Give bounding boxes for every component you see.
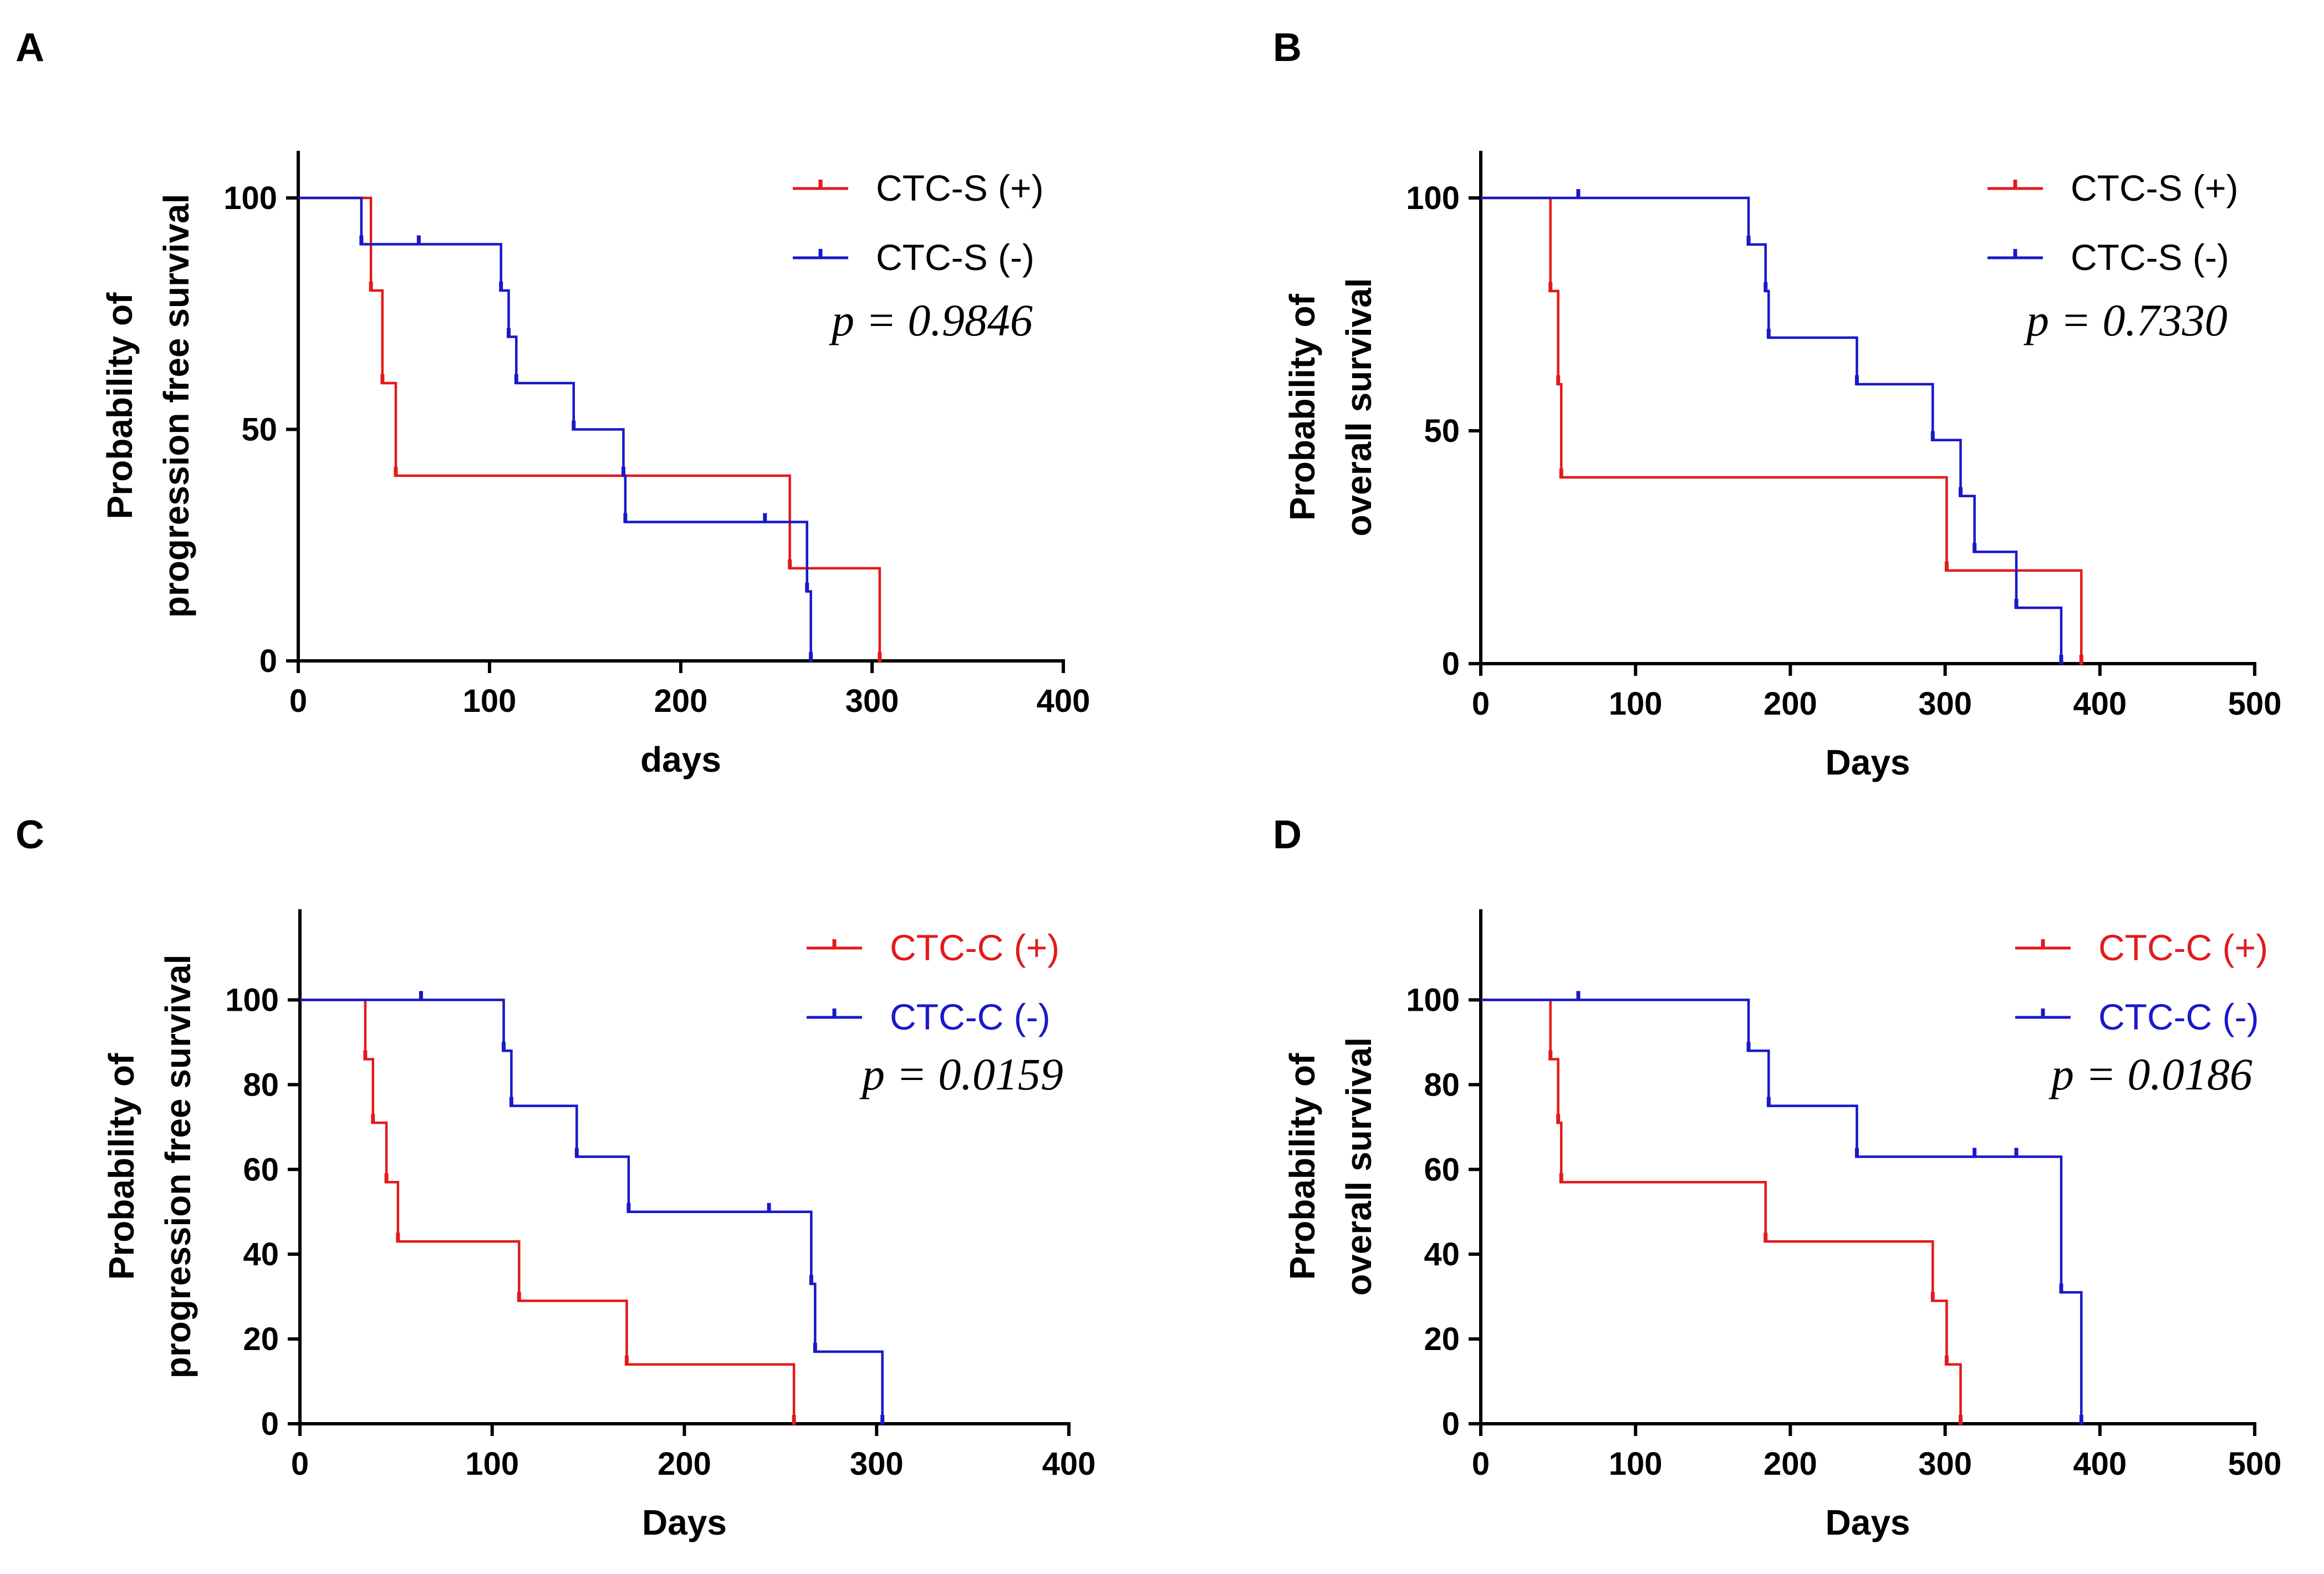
p-value-label: p bbox=[859, 1049, 885, 1099]
p-value-text: = 0.7330 bbox=[2049, 295, 2228, 345]
legend-label: CTC-S (+) bbox=[876, 167, 1043, 208]
legend-label: CTC-C (+) bbox=[890, 927, 1059, 968]
panel-letter: B bbox=[1273, 26, 1302, 70]
y-axis-title-line: overall survival bbox=[1339, 1037, 1379, 1296]
p-value-annotation: p = 0.0186 bbox=[2048, 1049, 2252, 1099]
x-tick-label: 0 bbox=[289, 683, 307, 719]
x-tick-label: 300 bbox=[845, 683, 899, 719]
panel-a: A 0 100 200 300 400 0 50 100 days Probability of pr… bbox=[16, 26, 1090, 780]
y-tick-label: 60 bbox=[1424, 1152, 1460, 1188]
x-tick-label: 0 bbox=[291, 1446, 309, 1482]
y-tick-label: 0 bbox=[261, 1406, 279, 1442]
y-tick-label: 80 bbox=[1424, 1067, 1460, 1103]
x-tick-label: 100 bbox=[463, 683, 517, 719]
x-tick-label: 500 bbox=[2228, 1446, 2282, 1482]
y-tick-label: 50 bbox=[241, 412, 277, 448]
legend-label: CTC-S (-) bbox=[2071, 237, 2229, 278]
x-tick-label: 200 bbox=[654, 683, 708, 719]
legend-label: CTC-C (-) bbox=[890, 996, 1051, 1037]
y-axis-title-line: Probability of bbox=[100, 292, 140, 519]
panel-d: D 0 100 200 300 400 500 0 20 40 60 80 100 Days Probabi… bbox=[1273, 813, 2281, 1542]
y-tick-label: 20 bbox=[243, 1321, 279, 1357]
x-tick-label: 200 bbox=[1764, 1446, 1817, 1482]
survival-curve-red bbox=[1481, 196, 2083, 664]
x-tick-label: 200 bbox=[658, 1446, 711, 1482]
y-axis-title-line: overall survival bbox=[1339, 278, 1379, 536]
x-tick-label: 0 bbox=[1472, 1446, 1490, 1482]
survival-curve-red bbox=[298, 196, 881, 661]
p-value-annotation: p = 0.0159 bbox=[859, 1049, 1063, 1099]
x-axis-title: days bbox=[640, 740, 721, 780]
survival-curve-blue bbox=[1481, 999, 2083, 1424]
x-tick-label: 500 bbox=[2228, 686, 2282, 722]
y-tick-label: 100 bbox=[1406, 982, 1460, 1018]
p-value-text: = 0.0186 bbox=[2074, 1049, 2252, 1099]
y-tick-label: 60 bbox=[243, 1152, 279, 1188]
x-axis-title: Days bbox=[1826, 742, 1910, 782]
y-axis-title-line: progression free survival bbox=[156, 194, 196, 618]
y-tick-label: 100 bbox=[1406, 180, 1460, 216]
p-value-label: p bbox=[829, 295, 854, 345]
x-tick-label: 100 bbox=[1609, 686, 1663, 722]
y-tick-label: 0 bbox=[1442, 646, 1460, 682]
x-tick-label: 100 bbox=[1609, 1446, 1663, 1482]
y-axis-title-line: progression free survival bbox=[158, 955, 198, 1379]
x-axis-title: Days bbox=[642, 1502, 727, 1542]
y-axis-title-line: Probability of bbox=[101, 1053, 141, 1280]
p-value-annotation: p = 0.7330 bbox=[2024, 295, 2228, 345]
survival-curve-red bbox=[1481, 999, 1962, 1424]
x-tick-label: 300 bbox=[850, 1446, 904, 1482]
survival-curve-blue bbox=[298, 196, 812, 661]
x-tick-label: 300 bbox=[1918, 1446, 1972, 1482]
x-tick-label: 100 bbox=[465, 1446, 519, 1482]
survival-curve-blue bbox=[1481, 196, 2063, 664]
legend-label: CTC-C (+) bbox=[2098, 927, 2268, 968]
x-tick-label: 0 bbox=[1472, 686, 1490, 722]
x-tick-label: 400 bbox=[1042, 1446, 1096, 1482]
y-tick-label: 50 bbox=[1424, 413, 1460, 449]
legend-label: CTC-S (+) bbox=[2071, 167, 2238, 208]
y-axis-title-line: Probability of bbox=[1282, 1053, 1322, 1280]
y-tick-label: 100 bbox=[225, 982, 279, 1018]
x-tick-label: 400 bbox=[2073, 686, 2127, 722]
y-tick-label: 80 bbox=[243, 1067, 279, 1103]
y-tick-label: 20 bbox=[1424, 1321, 1460, 1357]
x-tick-label: 400 bbox=[1037, 683, 1090, 719]
panel-c: C 0 100 200 300 400 0 20 40 60 80 100 Days Probabilit… bbox=[16, 813, 1095, 1542]
panel-letter: C bbox=[16, 813, 44, 857]
y-tick-label: 40 bbox=[1424, 1236, 1460, 1272]
p-value-text: = 0.9846 bbox=[854, 295, 1033, 345]
y-tick-label: 100 bbox=[223, 180, 277, 216]
p-value-label: p bbox=[2048, 1049, 2074, 1099]
y-tick-label: 40 bbox=[243, 1236, 279, 1272]
legend-label: CTC-C (-) bbox=[2098, 996, 2259, 1037]
panel-letter: A bbox=[16, 26, 44, 70]
p-value-annotation: p = 0.9846 bbox=[829, 295, 1033, 345]
legend-label: CTC-S (-) bbox=[876, 237, 1034, 278]
survival-curve-blue bbox=[300, 999, 884, 1424]
x-tick-label: 300 bbox=[1918, 686, 1972, 722]
x-tick-label: 400 bbox=[2073, 1446, 2127, 1482]
survival-curve-red bbox=[300, 999, 796, 1424]
p-value-text: = 0.0159 bbox=[885, 1049, 1063, 1099]
y-tick-label: 0 bbox=[259, 643, 277, 679]
p-value-label: p bbox=[2024, 295, 2049, 345]
y-axis-title-line: Probability of bbox=[1282, 293, 1322, 521]
panel-letter: D bbox=[1273, 813, 1302, 857]
x-tick-label: 200 bbox=[1764, 686, 1817, 722]
panel-b: B 0 100 200 300 400 500 0 50 100 Days Probability o… bbox=[1273, 26, 2281, 782]
y-tick-label: 0 bbox=[1442, 1406, 1460, 1442]
x-axis-title: Days bbox=[1826, 1502, 1910, 1542]
